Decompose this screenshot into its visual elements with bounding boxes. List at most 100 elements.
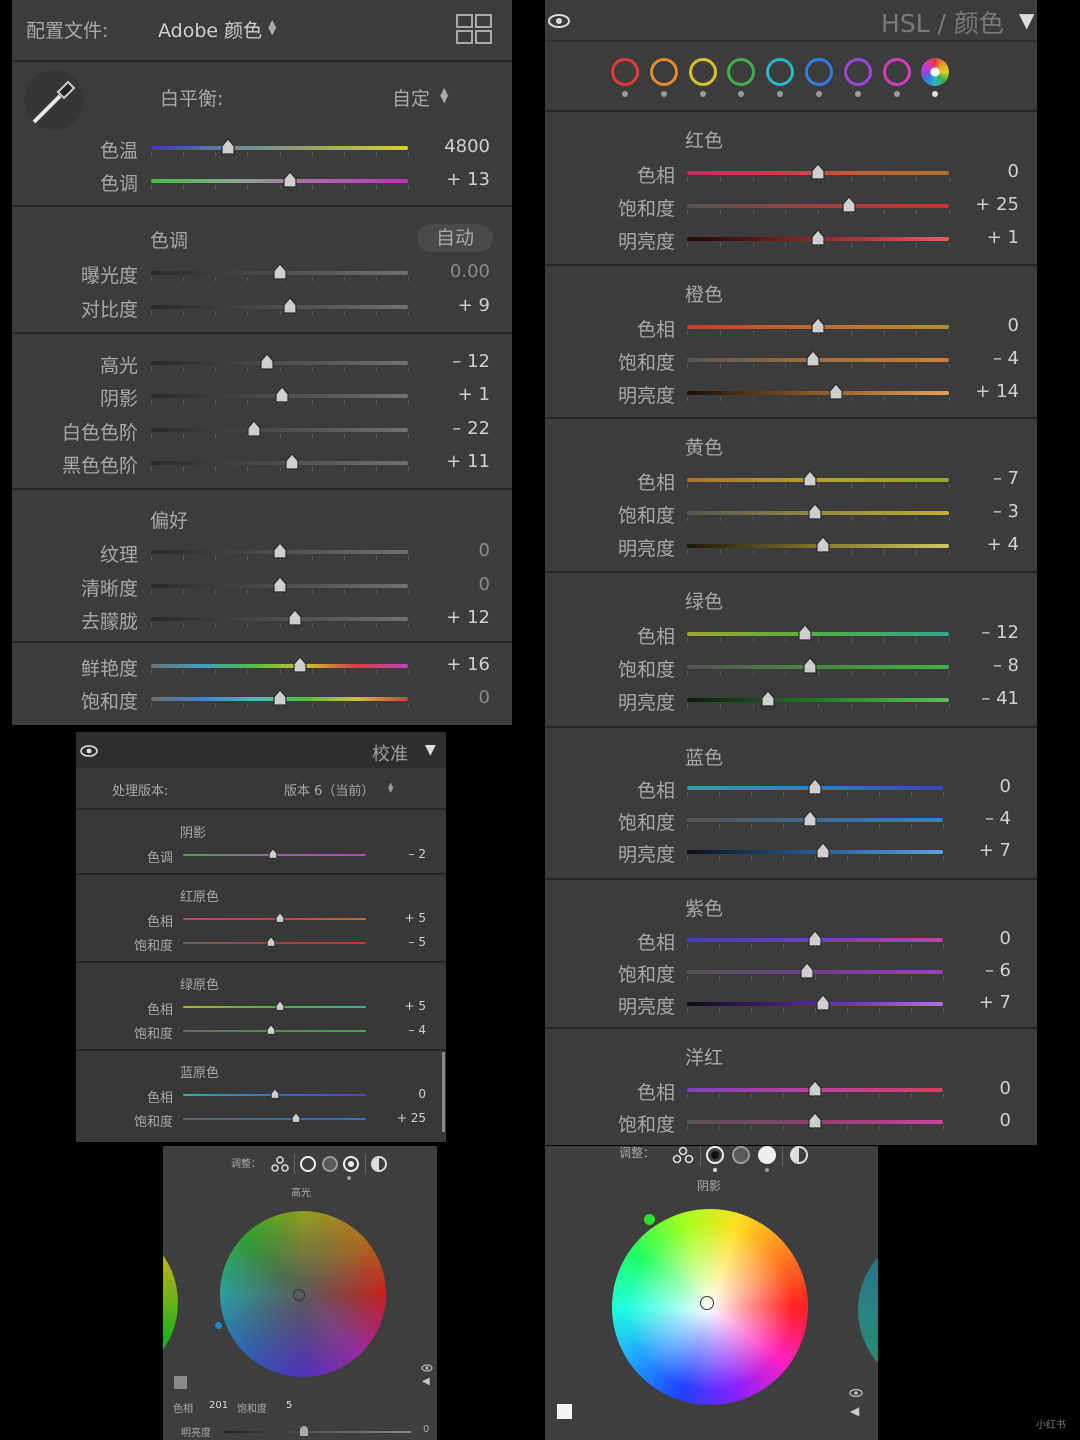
slider-track[interactable] <box>183 1006 366 1008</box>
slider-track[interactable] <box>687 850 943 854</box>
slider-value[interactable]: – 3 <box>992 501 1019 523</box>
lum-value[interactable]: 0 <box>423 1424 430 1435</box>
lum-thumb[interactable] <box>300 1426 308 1436</box>
slider-value[interactable]: – 6 <box>984 960 1011 982</box>
slider-thumb[interactable] <box>799 962 815 980</box>
global-half-icon[interactable] <box>790 1146 808 1164</box>
color-swatch-ring[interactable] <box>843 58 872 86</box>
slider-value[interactable]: 4800 <box>444 136 490 158</box>
slider-thumb[interactable] <box>810 163 826 181</box>
scrollbar[interactable] <box>442 1052 445 1132</box>
eye-icon[interactable] <box>849 1384 863 1398</box>
slider-track[interactable] <box>687 665 949 669</box>
slider-value[interactable]: – 2 <box>408 846 426 861</box>
slider-thumb[interactable] <box>807 503 823 521</box>
slider-value[interactable]: + 1 <box>986 227 1019 249</box>
slider-value[interactable]: + 25 <box>396 1110 426 1125</box>
slider-value[interactable]: – 4 <box>992 348 1019 370</box>
color-swatch-ring[interactable] <box>727 58 756 86</box>
slider-value[interactable]: – 41 <box>981 688 1019 710</box>
slider-value[interactable]: + 7 <box>978 992 1011 1014</box>
eye-icon[interactable] <box>80 743 98 759</box>
slider-thumb[interactable] <box>272 689 288 707</box>
slider-track[interactable] <box>687 632 949 636</box>
color-swatch-ring[interactable] <box>611 58 639 86</box>
shadows-ring-icon[interactable] <box>300 1156 316 1172</box>
slider-value[interactable]: 0 <box>478 574 490 596</box>
slider-thumb[interactable] <box>807 930 823 948</box>
slider-value[interactable]: 0 <box>999 928 1011 950</box>
color-swatch-ring[interactable] <box>688 58 717 86</box>
slider-value[interactable]: – 12 <box>452 351 490 373</box>
slider-value[interactable]: 0 <box>1007 161 1019 183</box>
three-way-icon[interactable] <box>271 1156 289 1172</box>
eye-icon[interactable] <box>421 1358 433 1372</box>
highlights-ring-icon[interactable] <box>343 1156 359 1172</box>
slider-thumb[interactable] <box>275 912 285 924</box>
slider-value[interactable]: 0 <box>418 1086 426 1101</box>
midtones-ring-icon[interactable] <box>322 1156 338 1172</box>
slider-track[interactable] <box>151 305 408 309</box>
eyedropper-icon[interactable] <box>24 70 84 130</box>
slider-value[interactable]: – 7 <box>992 468 1019 490</box>
slider-thumb[interactable] <box>807 1112 823 1130</box>
slider-track[interactable] <box>687 391 949 395</box>
slider-value[interactable]: + 9 <box>457 295 490 317</box>
collapse-triangle-icon[interactable]: ▼ <box>1019 8 1035 32</box>
slider-thumb[interactable] <box>287 609 303 627</box>
slider-thumb[interactable] <box>815 842 831 860</box>
slider-value[interactable]: + 25 <box>975 194 1019 216</box>
slider-thumb[interactable] <box>266 1024 276 1036</box>
slider-thumb[interactable] <box>272 542 288 560</box>
grid-view-icon[interactable] <box>456 14 492 44</box>
slider-track[interactable] <box>183 918 366 920</box>
slider-thumb[interactable] <box>802 470 818 488</box>
color-swatch-ring[interactable] <box>882 58 911 86</box>
slider-track[interactable] <box>687 478 949 482</box>
slider-thumb[interactable] <box>270 1088 280 1100</box>
slider-value[interactable]: 0 <box>1007 315 1019 337</box>
slider-thumb[interactable] <box>246 420 262 438</box>
slider-value[interactable]: + 5 <box>404 910 426 925</box>
slider-value[interactable]: + 7 <box>978 840 1011 862</box>
slider-value[interactable]: – 4 <box>984 808 1011 830</box>
slider-thumb[interactable] <box>266 936 276 948</box>
slider-thumb[interactable] <box>282 171 298 189</box>
slider-thumb[interactable] <box>292 656 308 674</box>
collapse-left-icon[interactable]: ◀ <box>422 1376 430 1387</box>
wb-dropdown[interactable]: 自定 <box>392 88 431 110</box>
slider-thumb[interactable] <box>268 848 278 860</box>
slider-value[interactable]: + 12 <box>446 607 490 629</box>
profile-dropdown[interactable]: Adobe 颜色 <box>158 20 263 42</box>
slider-thumb[interactable] <box>805 350 821 368</box>
slider-thumb[interactable] <box>815 994 831 1012</box>
slider-track[interactable] <box>151 361 408 365</box>
slider-track[interactable] <box>687 698 949 702</box>
slider-value[interactable]: + 14 <box>975 381 1019 403</box>
slider-thumb[interactable] <box>760 690 776 708</box>
hue-marker[interactable] <box>644 1214 655 1225</box>
hue-marker[interactable] <box>215 1322 222 1329</box>
shadows-ring-icon[interactable] <box>706 1146 724 1164</box>
slider-track[interactable] <box>151 146 408 150</box>
slider-track[interactable] <box>151 179 408 183</box>
slider-value[interactable]: – 22 <box>452 418 490 440</box>
midtones-ring-icon[interactable] <box>732 1146 750 1164</box>
collapse-triangle-icon[interactable]: ▼ <box>425 742 436 758</box>
color-swatch-ring[interactable] <box>649 58 678 86</box>
auto-button[interactable]: 自动 <box>417 224 493 252</box>
slider-thumb[interactable] <box>841 196 857 214</box>
slider-value[interactable]: 0 <box>999 1078 1011 1100</box>
slider-value[interactable]: + 16 <box>446 654 490 676</box>
color-swatch-ring[interactable] <box>766 58 795 86</box>
sat-value[interactable]: 5 <box>286 1400 293 1411</box>
global-half-icon[interactable] <box>371 1156 387 1172</box>
slider-thumb[interactable] <box>272 576 288 594</box>
hue-value[interactable]: 201 <box>209 1400 229 1411</box>
slider-track[interactable] <box>151 428 408 432</box>
slider-thumb[interactable] <box>802 810 818 828</box>
eye-icon[interactable] <box>547 10 571 32</box>
slider-thumb[interactable] <box>291 1112 301 1124</box>
slider-value[interactable]: 0 <box>999 1110 1011 1132</box>
slider-thumb[interactable] <box>259 353 275 371</box>
